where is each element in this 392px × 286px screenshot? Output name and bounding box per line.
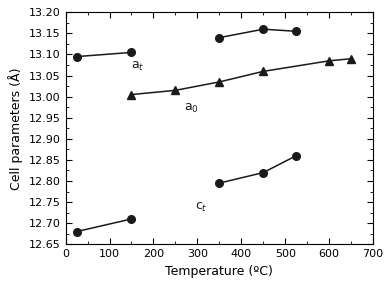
X-axis label: Temperature (ºC): Temperature (ºC) bbox=[165, 265, 273, 278]
Y-axis label: Cell parameters (Å): Cell parameters (Å) bbox=[8, 67, 23, 190]
Text: a$_t$: a$_t$ bbox=[131, 60, 144, 73]
Text: c$_t$: c$_t$ bbox=[195, 200, 208, 214]
Text: a$_0$: a$_0$ bbox=[184, 102, 199, 115]
